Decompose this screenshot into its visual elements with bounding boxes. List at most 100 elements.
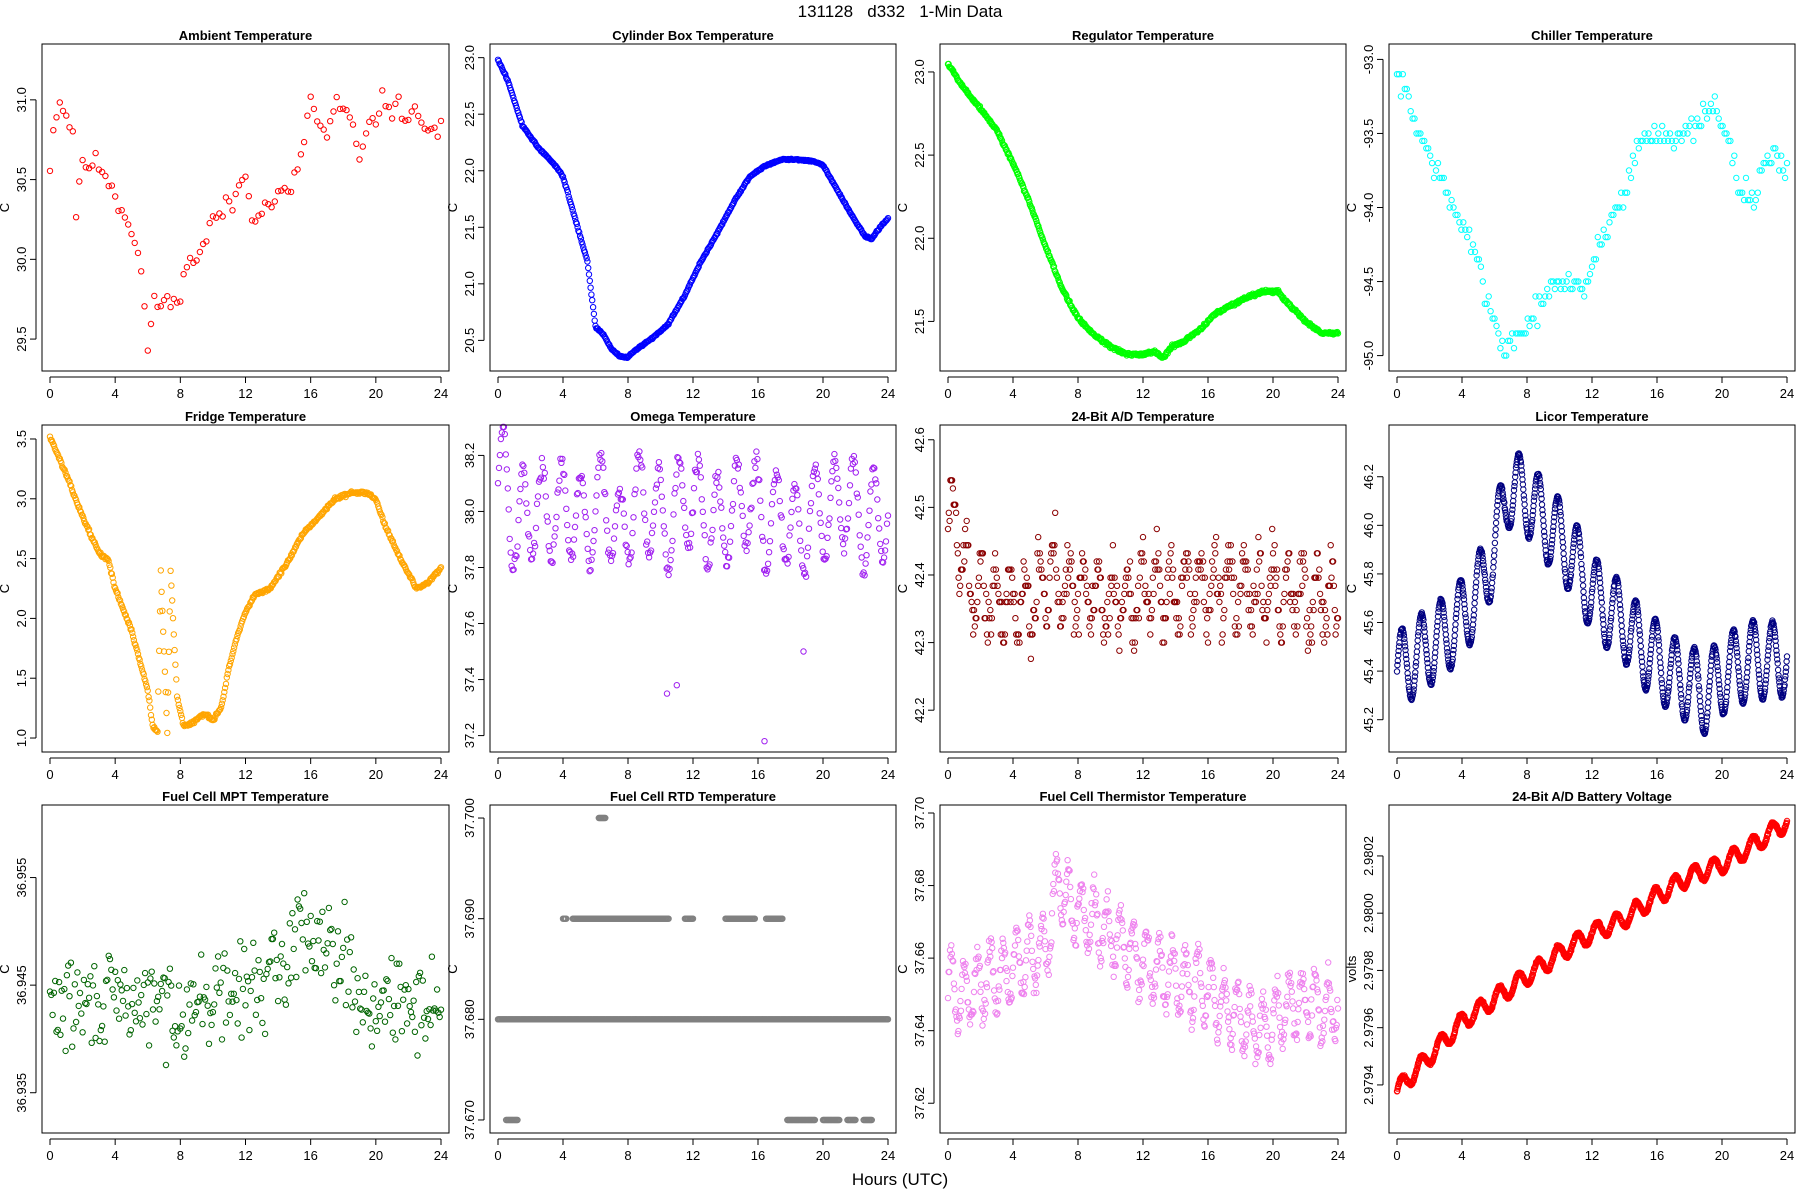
- data-point: [1259, 606, 1266, 614]
- data-point: [681, 504, 688, 511]
- data-point: [1204, 639, 1212, 646]
- data-point: [1260, 598, 1267, 606]
- data-point: [970, 606, 978, 614]
- data-point: [1745, 648, 1753, 655]
- x-tick-label: 4: [1009, 767, 1016, 782]
- data-point: [105, 182, 112, 190]
- data-point: [255, 957, 262, 964]
- data-point: [394, 1002, 402, 1009]
- data-point: [1655, 130, 1662, 137]
- data-point: [1221, 606, 1228, 614]
- data-point: [761, 738, 768, 745]
- data-point: [1492, 532, 1499, 539]
- data-point: [530, 539, 538, 547]
- data-point: [1069, 582, 1077, 589]
- data-point: [497, 435, 505, 443]
- data-point: [1423, 145, 1430, 152]
- data-point: [759, 533, 766, 541]
- data-point: [734, 465, 742, 472]
- data-point: [661, 530, 668, 537]
- data-point: [373, 1027, 381, 1035]
- data-point: [154, 303, 161, 311]
- data-point: [59, 107, 67, 115]
- data-point: [1114, 623, 1122, 630]
- data-point: [162, 688, 169, 696]
- data-point: [865, 521, 872, 529]
- y-tick-label: 1.0: [14, 729, 29, 747]
- y-axis-label: C: [0, 964, 12, 973]
- data-point: [1723, 130, 1730, 137]
- data-point: [1758, 167, 1765, 174]
- data-point: [584, 545, 591, 552]
- data-point: [819, 548, 826, 555]
- data-point: [261, 1030, 269, 1038]
- data-point: [307, 912, 314, 920]
- data-point: [853, 490, 860, 497]
- data-point: [256, 968, 263, 976]
- data-point: [1009, 574, 1016, 581]
- data-point: [1271, 542, 1278, 549]
- data-point: [362, 972, 369, 979]
- data-point: [1109, 542, 1117, 549]
- data-point: [1571, 278, 1578, 285]
- data-point: [228, 654, 235, 661]
- data-point: [1185, 558, 1192, 565]
- data-point: [824, 534, 831, 541]
- x-tick-label: 8: [1523, 767, 1530, 782]
- data-point: [147, 320, 155, 328]
- data-point: [1672, 137, 1680, 145]
- y-tick-label: 42.4: [912, 562, 927, 587]
- data-point: [571, 212, 578, 220]
- data-point: [585, 271, 593, 278]
- data-point: [1113, 582, 1121, 589]
- data-point: [1715, 115, 1722, 122]
- data-point: [833, 464, 840, 472]
- data-point: [1659, 122, 1666, 130]
- data-point: [1046, 574, 1053, 581]
- data-point: [1520, 330, 1528, 337]
- data-point: [669, 537, 676, 545]
- data-point: [1694, 115, 1701, 122]
- data-point: [967, 590, 974, 598]
- data-point: [991, 550, 999, 557]
- data-point: [350, 966, 357, 973]
- data-point: [143, 683, 151, 691]
- data-point: [1242, 566, 1249, 573]
- y-tick-label: 37.4: [462, 667, 477, 692]
- data-point: [1609, 596, 1616, 603]
- data-point: [1147, 615, 1155, 622]
- data-point: [242, 173, 249, 180]
- data-point: [788, 508, 795, 516]
- y-tick-label: 21.5: [912, 309, 927, 334]
- data-point: [164, 729, 171, 737]
- data-point: [70, 491, 77, 499]
- data-point: [1189, 623, 1196, 630]
- data-point: [546, 547, 553, 554]
- data-point: [76, 989, 84, 997]
- data-point: [367, 1025, 374, 1032]
- data-point: [220, 693, 227, 700]
- data-point: [157, 567, 165, 574]
- data-point: [496, 451, 504, 459]
- data-point: [513, 552, 520, 560]
- data-point: [261, 199, 269, 206]
- data-point: [1563, 278, 1570, 285]
- data-point: [1579, 285, 1586, 293]
- data-point: [613, 502, 621, 509]
- data-point: [241, 945, 248, 953]
- x-tick-label: 12: [686, 386, 700, 401]
- data-point: [1666, 130, 1674, 137]
- data-point: [1037, 229, 1044, 236]
- x-tick-label: 24: [1331, 386, 1345, 401]
- data-point: [1302, 574, 1309, 581]
- data-point: [1731, 152, 1738, 159]
- x-tick-label: 4: [112, 386, 119, 401]
- data-point: [1610, 211, 1617, 219]
- data-point: [1142, 582, 1149, 589]
- data-point: [797, 537, 804, 544]
- data-point: [650, 508, 658, 515]
- data-point: [395, 551, 402, 558]
- data-point: [949, 485, 957, 492]
